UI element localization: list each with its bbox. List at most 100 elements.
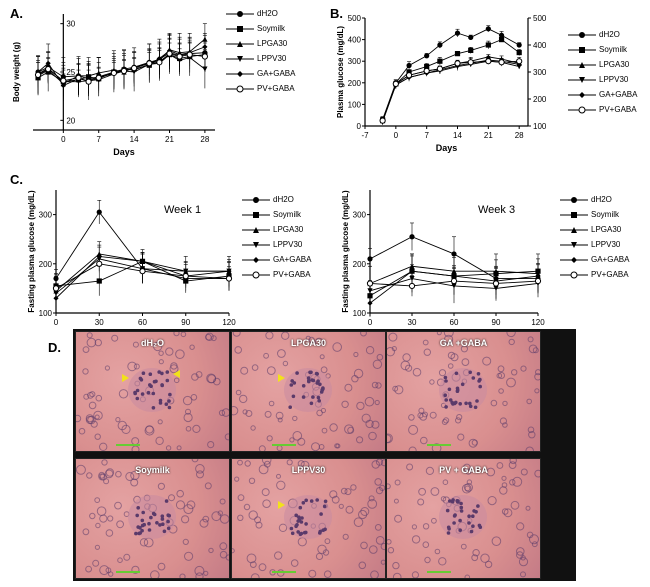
legend-marker — [242, 241, 270, 248]
y-tick-label: 30 — [66, 20, 75, 29]
legend-item-lppv30: LPPV30 — [568, 72, 637, 87]
chart-a: 20 25 30 0 7 14 21 28 Days Body weight (g) — [12, 14, 215, 157]
legend-label: LPPV30 — [599, 75, 629, 84]
data-point — [52, 285, 60, 292]
data-point — [406, 62, 412, 69]
legend-symbol — [571, 241, 577, 248]
legend-item-ga-gaba: GA+GABA — [226, 66, 295, 81]
data-point — [408, 282, 416, 290]
data-point — [485, 26, 491, 32]
x-tick-label: 120 — [222, 318, 236, 327]
legend-marker — [242, 211, 270, 218]
scale-bar — [427, 566, 451, 573]
data-point — [409, 268, 415, 274]
tissue-texture — [76, 332, 229, 451]
data-point — [186, 51, 193, 58]
data-point — [437, 58, 443, 64]
x-tick-label: 7 — [96, 135, 101, 144]
legend-label: GA+GABA — [599, 90, 638, 99]
data-point — [156, 59, 163, 66]
y-tick-label: 0 — [357, 122, 362, 131]
micrograph-label: GA +GABA — [439, 338, 488, 348]
x-tick-label: 0 — [368, 318, 373, 327]
series-pv-gaba — [379, 57, 523, 125]
legend-c2: dH2O Soymilk LPGA30 LPPV30 GA+GABA PV+GABA — [560, 192, 629, 282]
data-point — [120, 67, 128, 75]
legend-symbol — [579, 46, 585, 53]
right-y-tick-label: 100 — [533, 122, 547, 131]
legend-label: Soymilk — [591, 210, 620, 219]
chart-title: Week 3 — [478, 204, 515, 216]
x-tick-label: 0 — [394, 131, 399, 140]
legend-item-dh2o: dH2O — [568, 27, 637, 42]
x-tick-label: 90 — [492, 318, 501, 327]
right-y-tick-label: 500 — [533, 14, 547, 23]
data-point — [451, 251, 457, 257]
y-tick-label: 300 — [39, 211, 53, 220]
y-tick-label: 500 — [348, 14, 362, 23]
legend-marker — [560, 196, 588, 203]
panel-label-b: B. — [330, 6, 343, 21]
data-point — [60, 77, 67, 84]
scale-bar — [116, 439, 140, 446]
legend-item-dh2o: dH2O — [242, 192, 311, 207]
data-point — [468, 34, 474, 41]
data-point — [423, 67, 430, 75]
micrograph-dh-o: dH₂O — [75, 331, 230, 452]
data-point — [392, 80, 399, 87]
legend-label: Soymilk — [257, 24, 286, 33]
data-point — [96, 260, 103, 267]
tissue-texture — [232, 459, 385, 578]
scale-bar — [116, 566, 140, 573]
right-y-tick-label: 400 — [533, 41, 547, 50]
data-point — [379, 117, 386, 124]
panel-label-d: D. — [48, 340, 61, 355]
data-point — [485, 42, 491, 48]
data-point — [454, 60, 461, 67]
series-pv-gaba — [34, 36, 208, 98]
x-axis-label: Days — [436, 143, 458, 153]
legend-symbol — [579, 76, 585, 83]
legend-marker — [560, 271, 588, 278]
data-point — [424, 64, 430, 70]
legend-marker — [568, 46, 596, 53]
x-tick-label: 28 — [515, 131, 524, 140]
legend-item-lpga30: LPGA30 — [568, 57, 637, 72]
legend-symbol — [253, 196, 259, 203]
legend-symbol — [237, 40, 243, 47]
legend-item-lppv30: LPPV30 — [242, 237, 311, 252]
tissue-texture — [387, 459, 540, 578]
data-point — [492, 280, 500, 287]
micrograph-label: dH₂O — [141, 338, 164, 348]
legend-symbol — [579, 61, 585, 68]
data-point — [437, 42, 443, 48]
micrograph-label: LPGA30 — [290, 338, 326, 348]
data-point — [131, 65, 138, 72]
legend-symbol — [253, 241, 259, 248]
legend-symbol — [237, 70, 243, 77]
legend-item-pv-gaba: PV+GABA — [560, 267, 629, 282]
data-point — [146, 60, 153, 67]
data-point — [450, 277, 458, 285]
x-tick-label: -7 — [361, 131, 369, 140]
data-point — [366, 280, 374, 287]
data-point — [409, 234, 415, 240]
legend-label: GA+GABA — [257, 69, 296, 78]
x-tick-label: 0 — [61, 135, 66, 144]
data-point — [424, 53, 430, 59]
x-tick-label: 14 — [130, 135, 139, 144]
y-tick-label: 20 — [66, 116, 75, 125]
y-tick-label: 300 — [348, 57, 362, 66]
data-point — [45, 66, 52, 73]
legend-marker — [226, 85, 254, 92]
legend-symbol — [252, 271, 260, 278]
legend-marker — [568, 106, 596, 113]
legend-symbol — [237, 55, 243, 62]
series-lppv30 — [380, 57, 522, 124]
legend-symbol — [578, 106, 586, 113]
data-point — [367, 300, 373, 306]
tissue-texture — [76, 459, 229, 578]
panel-label-c: C. — [10, 172, 23, 187]
right-y-tick-label: 300 — [533, 68, 547, 77]
data-point — [96, 209, 102, 215]
